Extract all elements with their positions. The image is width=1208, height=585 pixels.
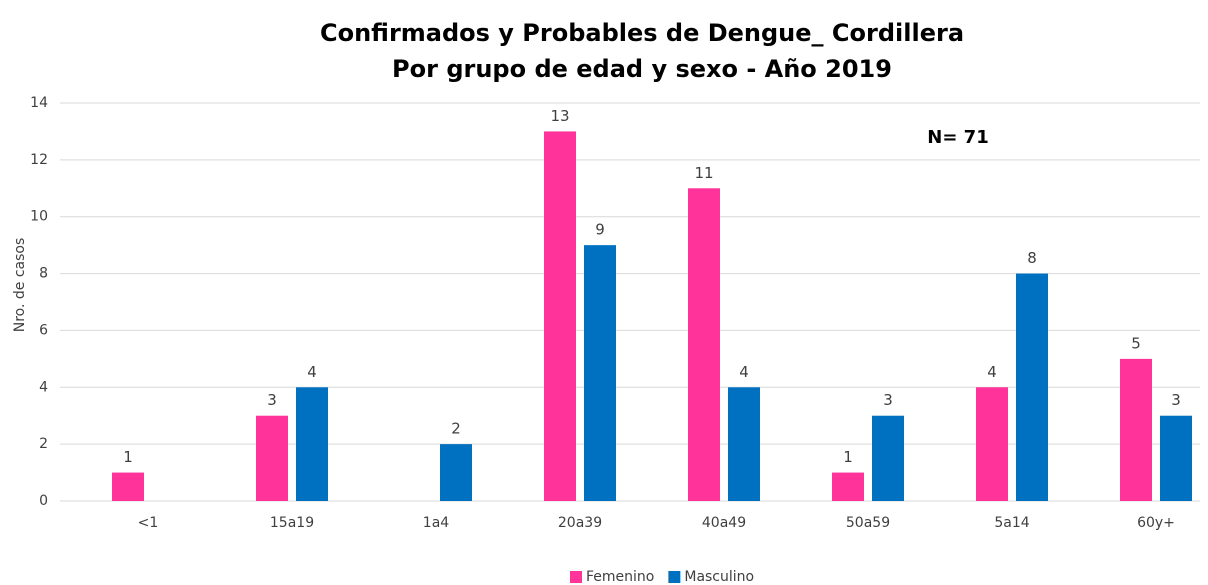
bar <box>112 472 144 501</box>
data-label: 1 <box>123 448 133 466</box>
chart-title: Por grupo de edad y sexo - Año 2019 <box>392 55 892 83</box>
legend-swatch <box>668 571 681 583</box>
data-label: 8 <box>1027 249 1037 267</box>
data-label: 4 <box>987 363 997 381</box>
y-tick-label: 0 <box>39 493 48 509</box>
data-label: 4 <box>307 363 317 381</box>
data-label: 9 <box>595 221 605 239</box>
y-tick-label: 6 <box>39 322 48 338</box>
y-tick-label: 12 <box>30 152 48 168</box>
bar <box>728 387 760 501</box>
data-label: 3 <box>1171 391 1181 409</box>
bar <box>1016 273 1048 501</box>
y-axis-label: Nro. de casos <box>12 238 28 333</box>
data-label: 13 <box>550 107 569 125</box>
bar <box>872 415 904 501</box>
bar <box>256 415 288 501</box>
chart-title: Confirmados y Probables de Dengue_ Cordi… <box>320 19 964 47</box>
bar <box>1120 358 1152 501</box>
x-tick-label: 50a59 <box>846 515 890 531</box>
data-label: 3 <box>267 391 277 409</box>
bar <box>688 188 720 502</box>
y-tick-label: 14 <box>30 95 48 111</box>
x-tick-label: 40a49 <box>702 515 746 531</box>
legend-label: Masculino <box>684 569 754 585</box>
bar <box>584 245 616 501</box>
data-label: 5 <box>1131 334 1141 352</box>
x-tick-label: 5a14 <box>994 515 1029 531</box>
legend-swatch <box>570 571 582 583</box>
bar <box>440 444 472 501</box>
y-tick-label: 2 <box>39 436 48 452</box>
y-tick-label: 8 <box>39 266 48 282</box>
data-label: 11 <box>694 164 713 182</box>
x-tick-label: 1a4 <box>423 515 449 531</box>
bar <box>296 387 328 501</box>
legend-label: Femenino <box>586 569 654 585</box>
bar <box>976 387 1008 501</box>
data-label: 4 <box>739 363 749 381</box>
data-label: 1 <box>843 448 853 466</box>
y-tick-label: 4 <box>39 379 48 395</box>
x-tick-label: <1 <box>138 515 159 531</box>
x-tick-label: 20a39 <box>558 515 602 531</box>
data-label: 2 <box>451 420 461 438</box>
data-label: 3 <box>883 391 893 409</box>
x-tick-label: 15a19 <box>270 515 314 531</box>
annotation: N= 71 <box>927 127 988 148</box>
bar <box>544 131 576 501</box>
bar <box>832 472 864 501</box>
bar <box>1160 415 1192 501</box>
y-tick-label: 10 <box>30 209 48 225</box>
x-tick-label: 60y+ <box>1137 515 1175 531</box>
